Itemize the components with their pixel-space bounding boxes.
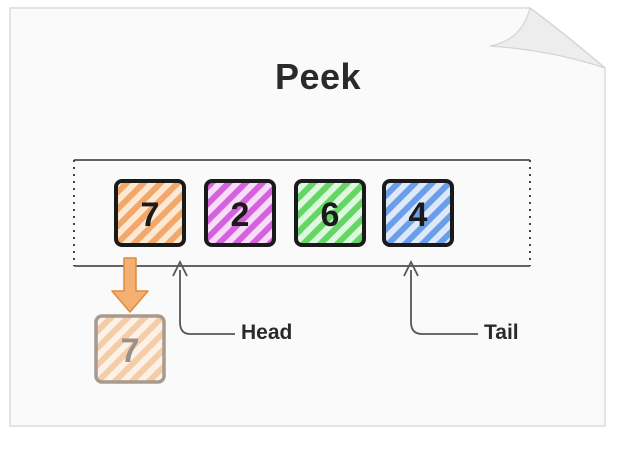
queue-item-value: 6 (321, 196, 340, 234)
queue-item-3: 4 (382, 179, 454, 247)
paper-curl (489, 6, 606, 69)
tail-label: Tail (484, 321, 519, 344)
peek-arrow-icon (111, 257, 149, 313)
queue-item-box (382, 179, 454, 247)
queue-item-box (294, 179, 366, 247)
queue-item-value: 7 (141, 196, 160, 234)
queue-item-0: 7 (114, 179, 186, 247)
head-pointer-line (179, 270, 235, 335)
queue-item-2: 6 (294, 179, 366, 247)
queue-item-box (114, 179, 186, 247)
queue-item-value: 4 (409, 196, 428, 234)
queue-item-1: 2 (204, 179, 276, 247)
queue-container (73, 159, 531, 267)
peeked-box: 7 (94, 314, 166, 384)
head-label: Head (241, 321, 293, 344)
tail-arrowhead-icon (403, 259, 419, 277)
queue-item-value: 2 (231, 196, 250, 234)
queue-item-box (204, 179, 276, 247)
tail-pointer-line (410, 270, 478, 335)
head-arrowhead-icon (172, 259, 188, 277)
queue-boxes: 7 2 6 4 (114, 179, 454, 247)
diagram-title: Peek (274, 56, 362, 97)
peeked-item-box (94, 314, 166, 384)
peeked-item-value: 7 (121, 332, 140, 370)
